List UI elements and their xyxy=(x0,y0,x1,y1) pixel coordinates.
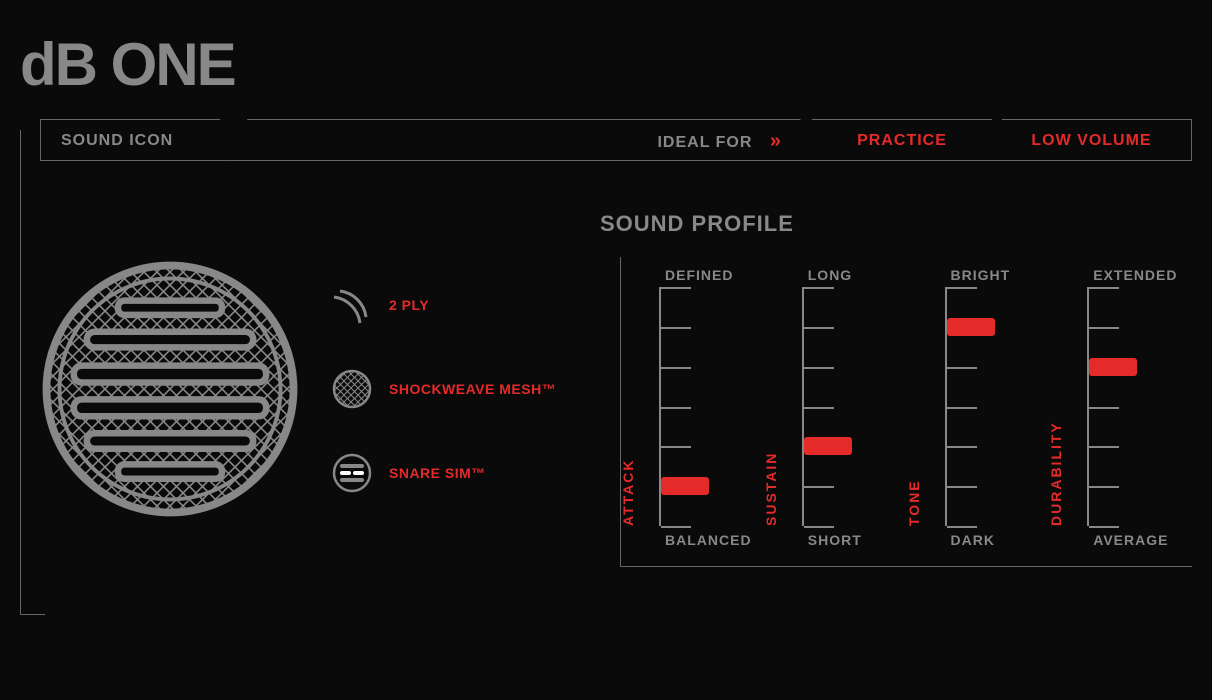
gauge-tick xyxy=(947,446,977,448)
ideal-for-tab: IDEAL FOR » xyxy=(230,119,812,161)
frame-line xyxy=(20,614,45,615)
shockweave-icon xyxy=(330,367,374,411)
gauge-top-label: BRIGHT xyxy=(951,267,1011,283)
gauge-tone: BRIGHTDARKTONE xyxy=(937,267,1050,566)
ply-icon xyxy=(330,283,374,327)
sound-icon-tab: SOUND ICON xyxy=(40,119,240,161)
gauge-tick xyxy=(1089,287,1119,289)
gauge-tick xyxy=(661,287,691,289)
gauge-tick xyxy=(804,327,834,329)
gauge-top-label: EXTENDED xyxy=(1093,267,1177,283)
gauge-tick xyxy=(804,486,834,488)
gauge-tick xyxy=(1089,407,1119,409)
feature-item: SNARE SIM™ xyxy=(330,451,556,495)
gauge-tick xyxy=(804,367,834,369)
frame-line xyxy=(20,130,21,615)
feature-item: SHOCKWEAVE MESH™ xyxy=(330,367,556,411)
gauge-marker xyxy=(1089,358,1137,376)
gauge-axis-label: SUSTAIN xyxy=(763,452,779,526)
feature-list: 2 PLY SHOCKWEAVE MESH™ xyxy=(330,283,556,495)
gauge-tick xyxy=(947,287,977,289)
gauge-scale xyxy=(1087,287,1147,526)
gauge-bottom-label: DARK xyxy=(951,532,995,548)
gauge-tick xyxy=(947,407,977,409)
sound-profile-title: SOUND PROFILE xyxy=(600,211,1192,237)
gauge-attack: DEFINEDBALANCEDATTACK xyxy=(651,267,764,566)
gauge-tick xyxy=(804,526,834,528)
gauge-axis-label: TONE xyxy=(906,479,922,526)
gauge-tick xyxy=(804,287,834,289)
gauge-bottom-label: AVERAGE xyxy=(1093,532,1168,548)
gauge-durability: EXTENDEDAVERAGEDURABILITY xyxy=(1079,267,1192,566)
gauge-top-label: DEFINED xyxy=(665,267,733,283)
snare-sim-icon xyxy=(330,451,374,495)
gauge-tick xyxy=(1089,446,1119,448)
gauge-tick xyxy=(661,526,691,528)
gauge-sustain: LONGSHORTSUSTAIN xyxy=(794,267,907,566)
gauge-axis-label: DURABILITY xyxy=(1048,421,1064,526)
feature-label: SNARE SIM™ xyxy=(389,465,486,481)
gauge-axis-label: ATTACK xyxy=(620,459,636,526)
product-title: dB ONE xyxy=(20,30,1192,99)
feature-item: 2 PLY xyxy=(330,283,556,327)
gauge-tick xyxy=(661,407,691,409)
gauge-tick xyxy=(1089,526,1119,528)
gauge-tick xyxy=(661,367,691,369)
chevrons-icon: » xyxy=(770,130,782,152)
feature-label: 2 PLY xyxy=(389,297,429,313)
gauge-tick xyxy=(947,526,977,528)
gauge-tick xyxy=(804,407,834,409)
gauge-tick xyxy=(947,367,977,369)
gauge-scale xyxy=(802,287,862,526)
gauge-tick xyxy=(661,446,691,448)
gauge-tick xyxy=(661,327,691,329)
tag-low-volume: LOW VOLUME xyxy=(992,119,1192,161)
header-bar: SOUND ICON IDEAL FOR » PRACTICE LOW VOLU… xyxy=(40,119,1192,161)
gauge-marker xyxy=(661,477,709,495)
gauges-container: DEFINED BALANCED ATTACK LONG SHORT SUSTAIN BRI… xyxy=(620,257,1192,567)
gauge-tick xyxy=(1089,486,1119,488)
gauge-tick xyxy=(947,486,977,488)
gauge-tick xyxy=(1089,327,1119,329)
gauge-marker xyxy=(947,318,995,336)
gauge-scale xyxy=(945,287,1005,526)
tag-practice: PRACTICE xyxy=(802,119,1002,161)
gauge-bottom-label: SHORT xyxy=(808,532,862,548)
gauge-top-label: LONG xyxy=(808,267,852,283)
feature-label: SHOCKWEAVE MESH™ xyxy=(389,381,556,397)
drumhead-icon xyxy=(40,259,300,519)
gauge-scale xyxy=(659,287,719,526)
gauge-marker xyxy=(804,437,852,455)
ideal-for-label: IDEAL FOR xyxy=(657,134,752,151)
gauge-bottom-label: BALANCED xyxy=(665,532,752,548)
